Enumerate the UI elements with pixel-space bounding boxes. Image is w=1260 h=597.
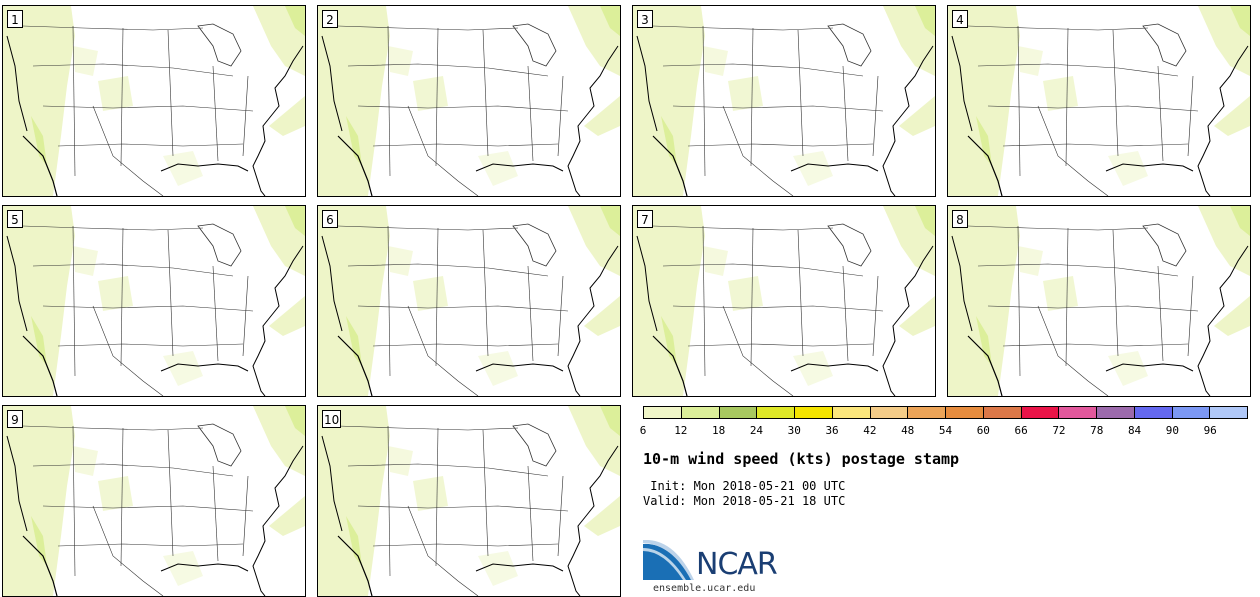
website-url: ensemble.ucar.edu bbox=[653, 583, 756, 594]
member-number-label: 2 bbox=[322, 10, 338, 28]
member-map-panel: 6 bbox=[317, 205, 621, 397]
member-map-panel: 7 bbox=[632, 205, 936, 397]
colorbar-segment bbox=[908, 407, 946, 418]
member-number-label: 6 bbox=[322, 210, 338, 228]
member-map-panel: 9 bbox=[2, 405, 306, 597]
wind-speed-map bbox=[3, 406, 305, 596]
colorbar-tick-label: 24 bbox=[749, 424, 764, 437]
colorbar-segment bbox=[681, 407, 720, 418]
colorbar-segment bbox=[1021, 407, 1060, 418]
colorbar-segment bbox=[832, 407, 871, 418]
wind-speed-map bbox=[633, 6, 935, 196]
member-map-panel: 1 bbox=[2, 5, 306, 197]
colorbar-tick-label: 96 bbox=[1203, 424, 1217, 437]
member-number-label: 1 bbox=[7, 10, 23, 28]
wind-speed-map bbox=[318, 406, 620, 596]
member-map-panel: 3 bbox=[632, 5, 936, 197]
member-map-panel: 5 bbox=[2, 205, 306, 397]
colorbar-tick-label: 90 bbox=[1165, 424, 1179, 437]
colorbar-tick-label: 18 bbox=[712, 424, 726, 437]
colorbar-segment bbox=[757, 407, 795, 418]
member-number-label: 8 bbox=[952, 210, 968, 228]
member-map-panel: 8 bbox=[947, 205, 1251, 397]
colorbar-tick-label: 72 bbox=[1052, 424, 1066, 437]
valid-time: Valid: Mon 2018-05-21 18 UTC bbox=[643, 494, 846, 508]
colorbar-tick-label: 12 bbox=[674, 424, 688, 437]
wind-speed-map bbox=[948, 6, 1250, 196]
colorbar-segment bbox=[983, 407, 1022, 418]
member-map-panel: 2 bbox=[317, 5, 621, 197]
wind-speed-colorbar bbox=[643, 406, 1248, 419]
colorbar-segment bbox=[719, 407, 758, 418]
colorbar-segment bbox=[1134, 407, 1173, 418]
colorbar-segment bbox=[1172, 407, 1211, 418]
wind-speed-map bbox=[318, 206, 620, 396]
colorbar-segment bbox=[1097, 407, 1135, 418]
colorbar-tick-label: 78 bbox=[1090, 424, 1104, 437]
member-number-label: 10 bbox=[322, 410, 342, 428]
colorbar-segment bbox=[1210, 407, 1247, 418]
member-number-label: 9 bbox=[7, 410, 23, 428]
colorbar-tick-label: 60 bbox=[976, 424, 990, 437]
wind-speed-map bbox=[3, 206, 305, 396]
wind-speed-map bbox=[318, 6, 620, 196]
colorbar-tick-label: 30 bbox=[787, 424, 801, 437]
colorbar-tick-label: 42 bbox=[863, 424, 877, 437]
colorbar-tick-label: 54 bbox=[938, 424, 953, 437]
colorbar-tick-label: 66 bbox=[1014, 424, 1028, 437]
product-title: 10-m wind speed (kts) postage stamp bbox=[643, 450, 960, 468]
ncar-wordmark: NCAR bbox=[696, 547, 778, 582]
ncar-logo-icon bbox=[643, 540, 694, 580]
member-map-panel: 4 bbox=[947, 5, 1251, 197]
colorbar-segment bbox=[1059, 407, 1097, 418]
colorbar-tick-label: 6 bbox=[639, 424, 647, 437]
colorbar-segment bbox=[946, 407, 984, 418]
member-number-label: 4 bbox=[952, 10, 968, 28]
init-time: Init: Mon 2018-05-21 00 UTC bbox=[643, 479, 846, 493]
colorbar-tick-label: 48 bbox=[901, 424, 915, 437]
member-number-label: 3 bbox=[637, 10, 653, 28]
wind-speed-map bbox=[633, 206, 935, 396]
wind-speed-map bbox=[948, 206, 1250, 396]
colorbar-segment bbox=[870, 407, 909, 418]
colorbar-tick-label: 84 bbox=[1127, 424, 1142, 437]
member-map-panel: 10 bbox=[317, 405, 621, 597]
member-number-label: 7 bbox=[637, 210, 653, 228]
colorbar-ticks: 6 12 18 24 30 36 42 48 54 60 66 72 78 84 90 96 bbox=[639, 424, 1248, 438]
colorbar-tick-label: 36 bbox=[825, 424, 839, 437]
colorbar-segment bbox=[644, 407, 682, 418]
colorbar-segment bbox=[795, 407, 833, 418]
wind-speed-map bbox=[3, 6, 305, 196]
member-number-label: 5 bbox=[7, 210, 23, 228]
